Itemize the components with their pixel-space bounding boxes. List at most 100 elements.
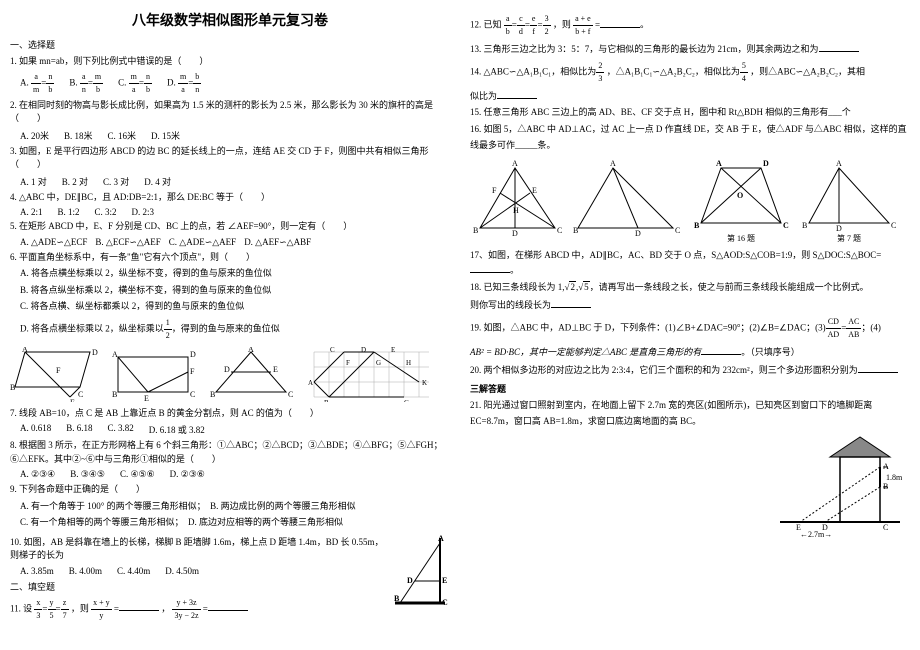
fig-15: ABCDEFH: [470, 158, 565, 243]
svg-text:A: A: [438, 534, 444, 543]
svg-text:G: G: [404, 399, 409, 402]
q1-opt-b: B. an=mb: [69, 71, 103, 96]
q10-c: C. 4.40m: [117, 566, 150, 576]
fig-21-wrap: A B C D E 1.8m ←2.7m→: [470, 432, 910, 542]
svg-text:O: O: [737, 191, 743, 200]
figure-row-2: ABCDEFH ABCD ADBCO 第 16 题 ABCD 第 7 题: [470, 158, 910, 244]
svg-text:E: E: [70, 398, 75, 402]
q6: 6. 平面直角坐标系中，有一条"鱼"它有六个顶点"，则（ ）: [10, 251, 450, 265]
svg-text:A: A: [112, 350, 118, 359]
svg-text:D: D: [190, 350, 196, 359]
q1: 1. 如果 mn=ab，则下列比例式中错误的是（ ） A. am=nb B. a…: [10, 55, 450, 96]
q4-b: B. 1:2: [58, 207, 80, 217]
q14: 14. △ABC∽△A₁B₁C₁，相似比为23 ，△A₁B₁C₁∽△A₂B₂C₂…: [470, 60, 910, 85]
q4: 4. △ABC 中，DE∥BC，且 AD:DB=2:1，那么 DE:BC 等于（…: [10, 191, 450, 205]
svg-text:B: B: [394, 594, 400, 603]
q6-c: C. 将各点横、纵坐标都乘以 2，得到的鱼与原来的鱼位似: [20, 300, 450, 314]
fig-rectangle: ADBCEF: [108, 347, 198, 402]
q7-d: D. 6.18 或 3.82: [149, 423, 205, 436]
svg-text:F: F: [346, 359, 350, 367]
q9-ab: A. 有一个角等于 100° 的两个等腰三角形相似； B. 两边成比例的两个等腰…: [20, 500, 450, 514]
q10-opts: A. 3.85m B. 4.00m C. 4.40m D. 4.50m: [20, 566, 385, 576]
svg-text:C: C: [891, 221, 896, 230]
q4-c: C. 3:2: [95, 207, 117, 217]
svg-text:F: F: [492, 186, 497, 195]
svg-text:C: C: [190, 390, 195, 399]
q7-a: A. 0.618: [20, 423, 51, 436]
q3-d: D. 4 对: [144, 175, 171, 188]
q3-a: A. 1 对: [20, 175, 47, 188]
fig-ladder: ABCDE: [390, 533, 450, 608]
svg-text:C: C: [442, 598, 448, 607]
q2: 2. 在相同时刻的物高与影长成比例，如果高为 1.5 米的测杆的影长为 2.5 …: [10, 99, 450, 126]
svg-text:A: A: [308, 379, 313, 387]
q19-2: AB² = BD·BC，其中一定能够判定△ABC 是直角三角形的有。（只填序号）: [470, 344, 910, 360]
q7-opts: A. 0.618 B. 6.18 C. 3.82 D. 6.18 或 3.82: [20, 423, 450, 436]
q20: 20. 两个相似多边形的对应边之比为 2:3:4，它们三个面积的和为 232cm…: [470, 362, 910, 378]
q8-b: B. ③④⑤: [70, 469, 105, 480]
q8-opts: A. ②③④ B. ③④⑤ C. ④⑤⑥ D. ②③⑥: [20, 469, 450, 480]
q4-opts: A. 2:1 B. 1:2 C. 3:2 D. 2:3: [20, 207, 450, 217]
q2-c: C. 16米: [108, 129, 137, 142]
q1-text: 1. 如果 mn=ab，则下列比例式中错误的是（ ）: [10, 56, 208, 66]
svg-text:A: A: [512, 159, 518, 168]
svg-text:D: D: [224, 365, 230, 374]
q5-a: A. △ADE∽△ECF: [20, 237, 87, 248]
q4-a: A. 2:1: [20, 207, 43, 217]
svg-text:D: D: [836, 224, 842, 233]
svg-text:C: C: [557, 226, 562, 235]
q3: 3. 如图，E 是平行四边形 ABCD 的边 BC 的延长线上的一点，连结 AE…: [10, 145, 450, 172]
fig-7: ABCD: [799, 158, 899, 233]
fig-7-wrap: ABCD 第 7 题: [799, 158, 899, 244]
q13: 13. 三角形三边之比为 3：5：7，与它相似的三角形的最长边为 21cm，则其…: [470, 41, 910, 57]
svg-text:A: A: [610, 159, 616, 168]
section-3-header: 三解答题: [470, 382, 910, 395]
q8: 8. 根据图 3 所示，在正方形网格上有 6 个斜三角形：①△ABC；②△BCD…: [10, 439, 450, 466]
svg-text:G: G: [376, 359, 381, 367]
svg-text:D: D: [512, 229, 518, 238]
q10-a: A. 3.85m: [20, 566, 54, 576]
fig-trapezoid-wrap: ADBCO 第 16 题: [691, 158, 791, 244]
q4-d: D. 2:3: [132, 207, 155, 217]
q6-b: B. 将各点纵坐标乘以 2，横坐标不变，得到的鱼与原来的鱼位似: [20, 284, 450, 298]
q8-c: C. ④⑤⑥: [120, 469, 155, 480]
q2-b: B. 18米: [64, 129, 93, 142]
q8-a: A. ②③④: [20, 469, 55, 480]
svg-text:K: K: [422, 379, 427, 387]
svg-text:E: E: [391, 347, 395, 354]
svg-text:1.8m: 1.8m: [886, 473, 903, 482]
svg-text:C: C: [78, 390, 83, 399]
svg-text:E: E: [532, 186, 537, 195]
q1-opt-d: D. ma=bn: [167, 71, 201, 96]
svg-text:A: A: [22, 347, 28, 354]
q3-c: C. 3 对: [103, 175, 129, 188]
svg-text:A: A: [836, 159, 842, 168]
q18-2: 则你写出的线段长为: [470, 297, 910, 313]
q1-opt-c: C. ma=nb: [118, 71, 152, 96]
q5-c: C. △ADE∽△AEF: [169, 237, 236, 248]
fig-16: ABCD: [573, 158, 683, 243]
right-column: 12. 已知 ab=cd=ef=32 ，则 a + eb + f =。 13. …: [470, 10, 910, 625]
fig-grid: CDEAFGHBKG: [304, 347, 434, 402]
q10-row: 10. 如图，AB 是斜靠在墙上的长梯，梯脚 B 距墙脚 1.6m，梯上点 D …: [10, 533, 450, 625]
q3-b: B. 2 对: [62, 175, 88, 188]
fig-triangle: ABCDE: [206, 347, 296, 402]
q5-d: D. △AEF∽△ABF: [244, 237, 311, 248]
q17: 17、如图，在梯形 ABCD 中，AD∥BC，AC、BD 交于 O 点，S△AO…: [470, 249, 910, 278]
q9: 9. 下列各命题中正确的是（ ）: [10, 483, 450, 497]
svg-text:E: E: [442, 576, 447, 585]
svg-text:B: B: [10, 383, 15, 392]
q2-a: A. 20米: [20, 129, 49, 142]
q5: 5. 在矩形 ABCD 中，E、F 分别是 CD、BC 上的点，若 ∠AEF=9…: [10, 220, 450, 234]
svg-text:C: C: [288, 390, 293, 399]
svg-text:D: D: [635, 229, 641, 238]
q16-2: 线最多可作_____条。: [470, 139, 910, 153]
q5-b: B. △ECF∽△AEF: [95, 237, 160, 248]
q16-1: 16. 如图 5，△ABC 中 AD⊥AC，过 AC 上一点 D 作直线 DE，…: [470, 123, 910, 137]
q7-b: B. 6.18: [66, 423, 92, 436]
q10-d: D. 4.50m: [165, 566, 199, 576]
svg-text:D: D: [763, 159, 769, 168]
svg-text:F: F: [190, 367, 195, 376]
fig-trapezoid: ADBCO: [691, 158, 791, 233]
fig-window: A B C D E 1.8m ←2.7m→: [770, 432, 910, 542]
